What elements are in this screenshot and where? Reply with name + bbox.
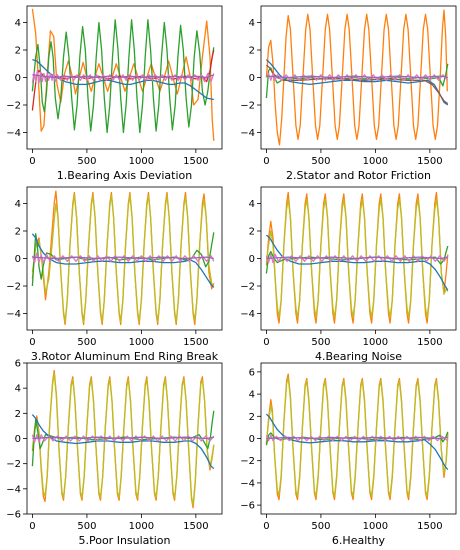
subplot-caption: 1.Bearing Axis Deviation — [57, 169, 193, 182]
series-group — [31, 369, 215, 509]
series-line-6 — [266, 75, 448, 79]
x-tick-label: 0 — [29, 337, 35, 348]
y-tick-label: −2 — [240, 282, 255, 293]
series-line-6 — [266, 436, 448, 440]
x-tick-label: 500 — [77, 337, 96, 348]
x-tick-label: 1000 — [129, 337, 154, 348]
y-tick-label: 6 — [15, 359, 21, 370]
y-tick-label: 4 — [249, 199, 255, 210]
y-tick-label: 0 — [15, 254, 21, 265]
x-tick-label: 1500 — [183, 521, 208, 532]
y-tick-label: 0 — [15, 73, 21, 84]
x-tick-label: 0 — [263, 521, 269, 532]
subplot-caption: 4.Bearing Noise — [315, 350, 402, 363]
subplot-3: 0 500 1000 1500 −4 −2 0 2 4 3.Rotor Aluminum End … — [6, 186, 223, 363]
x-tick-label: 1000 — [363, 156, 388, 167]
y-tick-label: −2 — [240, 101, 255, 112]
y-tick-label: 2 — [249, 412, 255, 423]
series-line-5 — [265, 253, 449, 264]
subplot-caption: 6.Healthy — [332, 534, 386, 547]
series-group — [265, 9, 449, 146]
x-tick-label: 500 — [311, 156, 330, 167]
subplot-caption: 3.Rotor Aluminum End Ring Break — [31, 350, 219, 363]
y-tick-label: −6 — [240, 501, 255, 512]
y-tick-label: −2 — [6, 282, 21, 293]
y-tick-label: −2 — [6, 459, 21, 470]
x-tick-label: 1500 — [183, 156, 208, 167]
y-tick-label: −2 — [6, 101, 21, 112]
y-tick-label: 0 — [249, 254, 255, 265]
y-tick-label: −4 — [6, 484, 21, 495]
subplot-1: 0 500 1000 1500 −4 −2 0 2 4 1.Bearing Axis Deviat… — [6, 5, 223, 182]
series-group — [31, 8, 215, 141]
series-line-5 — [31, 434, 215, 443]
y-tick-label: 4 — [15, 384, 21, 395]
y-tick-label: −4 — [6, 309, 21, 320]
y-tick-label: 2 — [249, 46, 255, 57]
y-tick-label: 2 — [15, 46, 21, 57]
subplot-4: 0 500 1000 1500 −4 −2 0 2 4 4.Bearing Noise — [240, 186, 457, 363]
y-tick-label: −6 — [6, 510, 21, 521]
subplot-caption: 2.Stator and Rotor Friction — [286, 169, 431, 182]
x-tick-label: 0 — [29, 156, 35, 167]
series-line-2 — [265, 198, 449, 319]
y-tick-label: 4 — [15, 199, 21, 210]
x-tick-label: 500 — [77, 156, 96, 167]
x-tick-label: 1500 — [417, 156, 442, 167]
y-tick-label: −2 — [240, 456, 255, 467]
subplot-caption: 5.Poor Insulation — [78, 534, 170, 547]
x-tick-label: 500 — [311, 337, 330, 348]
series-line-6 — [32, 74, 215, 79]
series-line-3 — [265, 245, 449, 274]
x-tick-label: 1000 — [363, 521, 388, 532]
series-line-3 — [31, 232, 215, 287]
x-tick-label: 0 — [263, 156, 269, 167]
subplot-5: 0 500 1000 1500 −6 −4 −2 0 2 4 6 5.Poor Insulation — [6, 359, 223, 547]
series-group — [31, 190, 215, 326]
series-line-6 — [32, 436, 214, 440]
y-tick-label: 4 — [15, 18, 21, 29]
series-line-4 — [265, 413, 449, 471]
x-tick-label: 0 — [263, 337, 269, 348]
x-tick-label: 1500 — [417, 521, 442, 532]
series-group — [265, 191, 449, 324]
series-line-4 — [265, 64, 449, 105]
y-tick-label: 4 — [249, 390, 255, 401]
y-tick-label: 2 — [15, 409, 21, 420]
y-tick-label: 4 — [249, 18, 255, 29]
series-line-3 — [32, 58, 214, 101]
y-tick-label: 6 — [249, 367, 255, 378]
y-tick-label: 2 — [15, 227, 21, 238]
series-line-2 — [31, 19, 215, 134]
series-line-6 — [32, 256, 214, 260]
series-line-6 — [266, 256, 448, 260]
y-tick-label: 0 — [249, 73, 255, 84]
series-line-2 — [31, 194, 215, 323]
subplot-6: 0 500 1000 1500 −6 −4 −2 0 2 4 6 6.Healthy — [240, 362, 457, 547]
x-tick-label: 1000 — [129, 156, 154, 167]
y-tick-label: −4 — [240, 309, 255, 320]
y-tick-label: −4 — [240, 128, 255, 139]
series-group — [265, 373, 449, 501]
x-tick-label: 1500 — [417, 337, 442, 348]
y-tick-label: 0 — [249, 434, 255, 445]
series-line-4 — [31, 414, 215, 470]
series-line-2 — [31, 372, 215, 506]
y-tick-label: 2 — [249, 227, 255, 238]
series-line-2 — [265, 376, 449, 497]
y-tick-label: −4 — [240, 478, 255, 489]
x-tick-label: 1000 — [129, 521, 154, 532]
subplot-2: 0 500 1000 1500 −4 −2 0 2 4 2.Stator and Rotor Fr… — [240, 5, 457, 182]
y-tick-label: 0 — [15, 434, 21, 445]
series-line-1 — [265, 9, 448, 146]
x-tick-label: 1000 — [363, 337, 388, 348]
x-tick-label: 500 — [77, 521, 96, 532]
y-tick-label: −4 — [6, 128, 21, 139]
x-tick-label: 0 — [29, 521, 35, 532]
x-tick-label: 500 — [311, 521, 330, 532]
x-tick-label: 1500 — [183, 337, 208, 348]
